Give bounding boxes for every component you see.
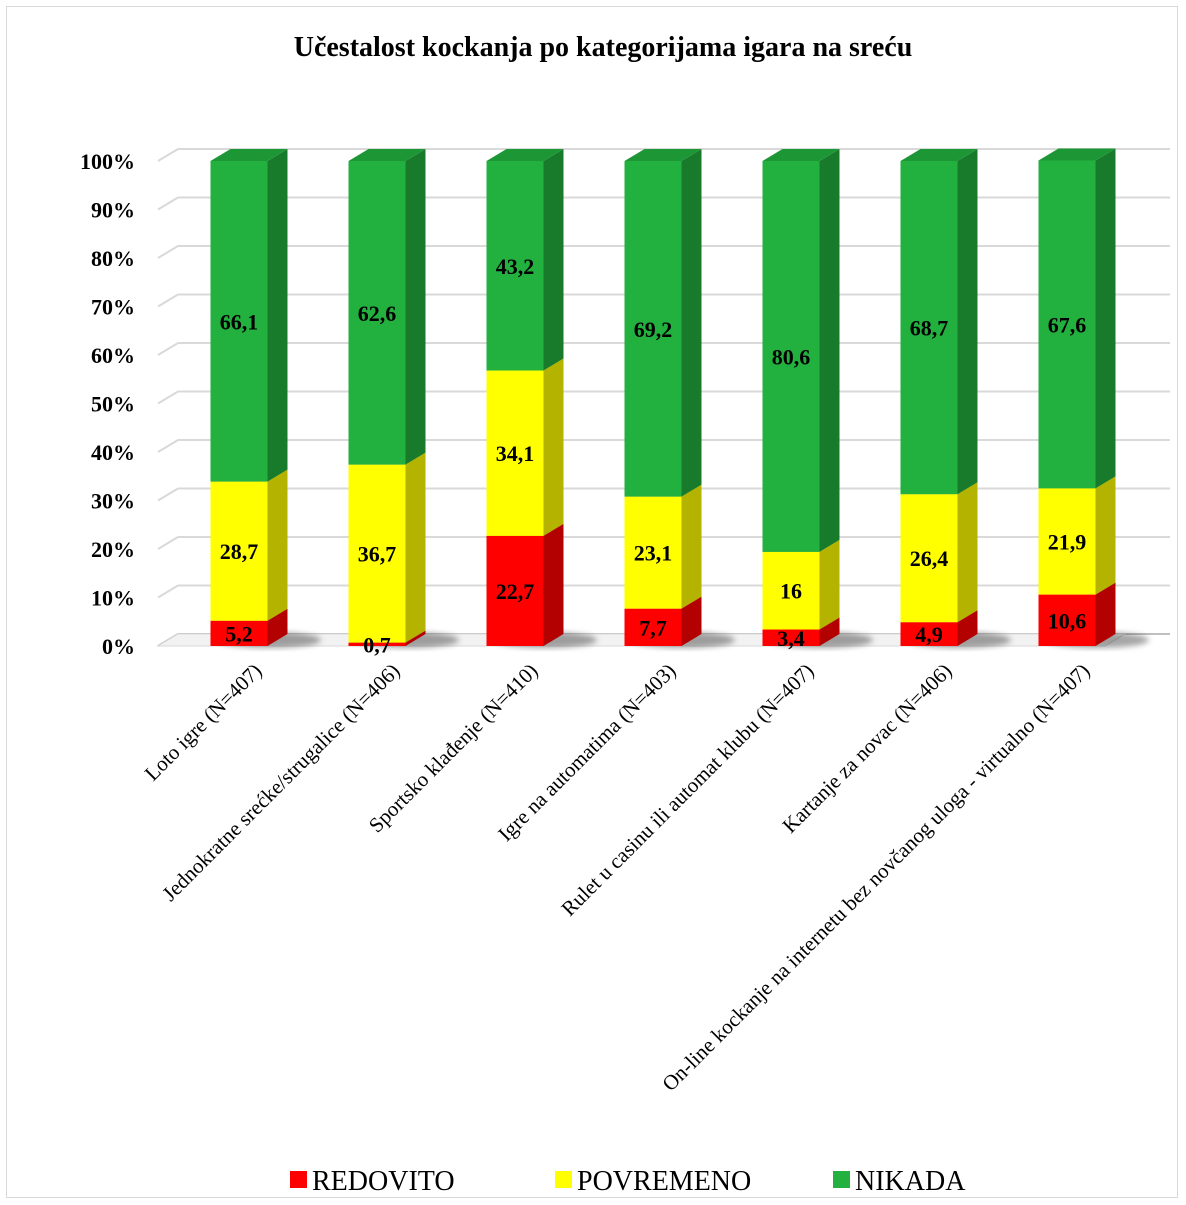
x-category-label: Rulet u casinu ili automat klubu (N=407) [556,659,818,921]
gridline-depth [157,342,179,356]
bar-segment-nikada [348,149,426,465]
y-tick-label: 40% [91,440,135,465]
chart-frame [6,6,1178,1198]
bar-segment-nikada [210,149,288,482]
data-label: 68,7 [910,316,949,341]
data-label: 3,4 [777,626,805,651]
data-label: 4,9 [915,622,943,647]
data-label: 22,7 [496,579,535,604]
bar-segment-nikada [762,149,840,552]
legend-item-nikada: NIKADA [833,1166,966,1197]
y-tick-label: 20% [91,537,135,562]
data-label: 0,7 [363,632,391,657]
y-tick-label: 80% [91,246,135,271]
x-axis-categories: Loto igre (N=407)Jednokratne srećke/stru… [140,659,1095,1096]
bar-segment-nikada [486,149,564,371]
data-label: 43,2 [496,254,535,279]
legend-label: POVREMENO [577,1166,751,1197]
gridline-depth [157,196,179,211]
gridline-depth [157,584,179,599]
data-label: 66,1 [220,309,259,334]
bar-segment-nikada [624,149,702,497]
data-label: 62,6 [358,301,397,326]
data-label: 21,9 [1048,529,1087,554]
y-tick-label: 10% [91,586,135,611]
bar-segment-nikada [900,149,978,495]
bar-segment-nikada [1038,148,1116,489]
gridline-depth [157,245,179,259]
gridline-depth [157,439,179,453]
y-tick-label: 60% [91,343,135,368]
data-label: 67,6 [1048,312,1087,337]
legend: REDOVITO POVREMENO NIKADA [290,1166,966,1197]
legend-swatch [555,1171,572,1188]
data-label: 34,1 [496,441,535,466]
gridline-depth [157,293,179,308]
y-tick-label: 50% [91,392,135,417]
y-tick-label: 30% [91,489,135,514]
data-label: 26,4 [910,546,949,571]
legend-swatch [833,1171,850,1188]
x-category-label: Loto igre (N=407) [140,659,267,786]
legend-label: REDOVITO [312,1166,455,1197]
bar-segment-povremeno [210,469,288,621]
legend-swatch [290,1171,307,1188]
bar-segment-povremeno [486,358,564,536]
data-labels: 5,2 28,7 66,1 0,7 36,7 62,6 22,7 34,1 43,2 7,7 23,… [220,254,1087,658]
legend-label: NIKADA [855,1166,966,1197]
legend-item-redovito: REDOVITO [290,1166,455,1197]
gridline-depth [157,148,179,162]
legend-item-povremeno: POVREMENO [555,1166,751,1197]
y-axis-ticks: 0% 10% 20% 30% 40% 50% 60% 70% 80% 90% 100% [80,149,135,659]
y-tick-label: 0% [102,634,135,659]
data-label: 5,2 [225,621,253,646]
data-label: 23,1 [634,541,673,566]
y-tick-label: 70% [91,295,135,320]
y-tick-label: 90% [91,198,135,223]
bars [210,148,1149,648]
data-label: 28,7 [220,539,259,564]
data-label: 80,6 [772,344,811,369]
y-tick-label: 100% [80,149,135,174]
gridline-depth [157,390,179,405]
data-label: 69,2 [634,317,673,342]
data-label: 36,7 [358,542,397,567]
data-label: 16 [780,579,802,604]
data-label: 10,6 [1048,608,1087,633]
gridline-depth [157,487,179,502]
data-label: 7,7 [639,615,667,640]
chart-title: Učestalost kockanja po kategorijama igar… [294,32,913,63]
gridline-depth [157,536,179,550]
x-category-label: Jednokratne srećke/strugalice (N=406) [157,659,404,906]
